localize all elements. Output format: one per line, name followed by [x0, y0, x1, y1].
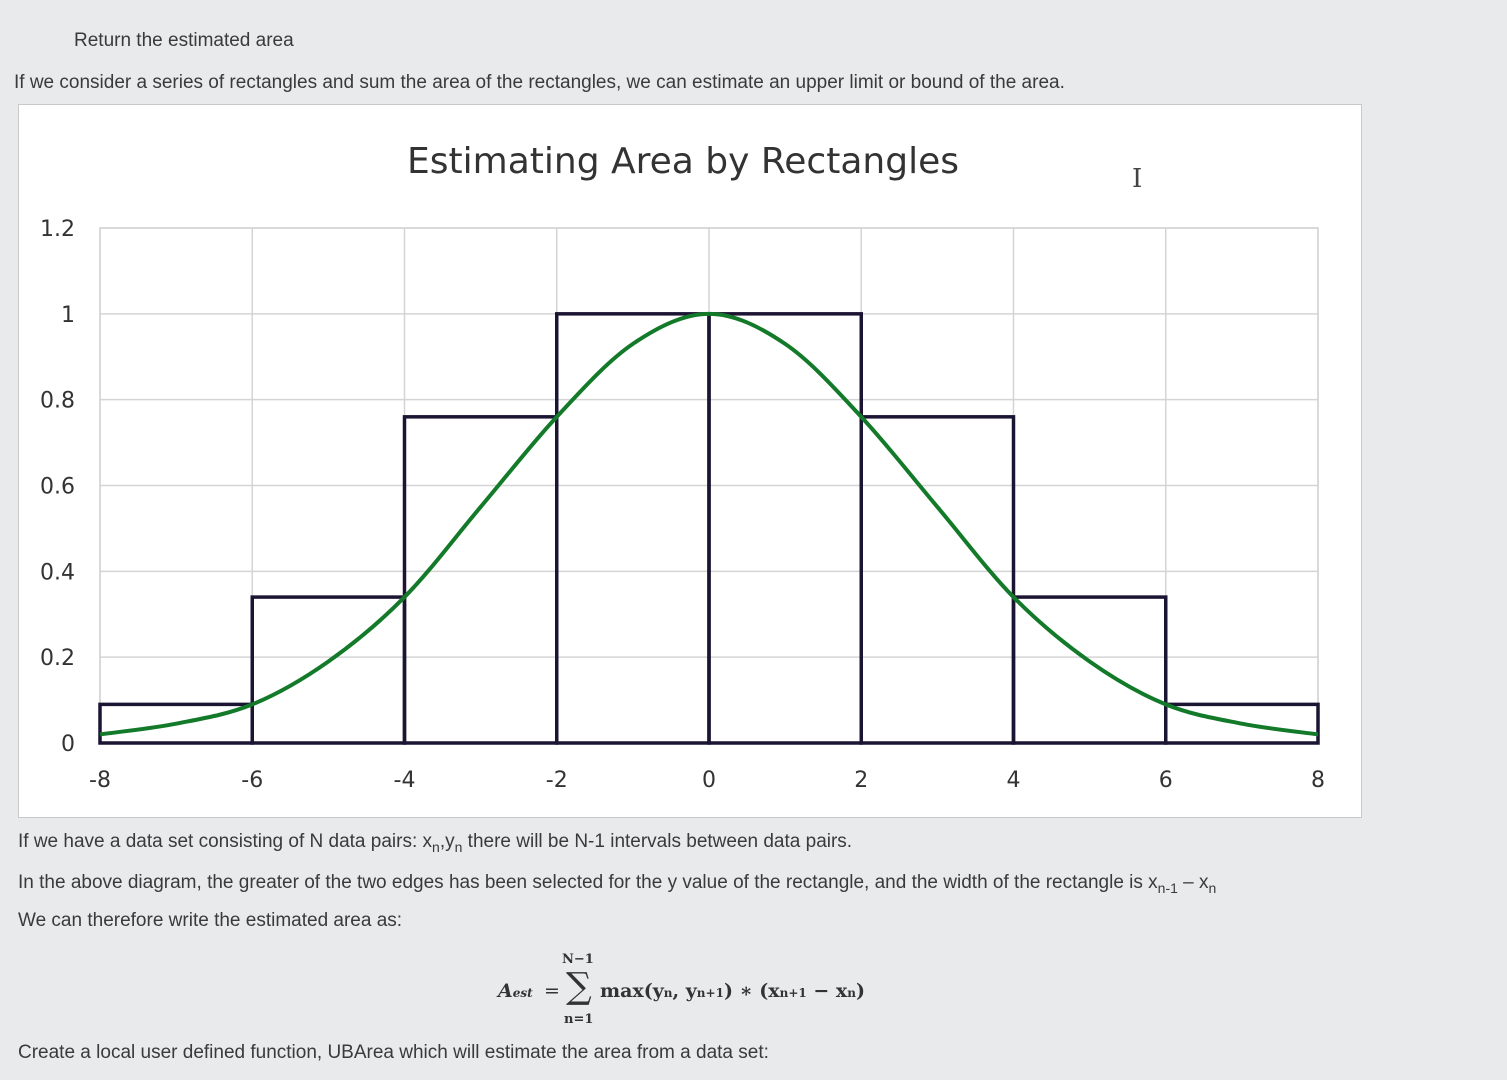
x-tick-label: 0: [702, 768, 716, 793]
estimate-rectangle: [1164, 702, 1320, 745]
formula-lhs: Aest: [498, 980, 533, 1002]
x-tick-label: -8: [89, 768, 111, 793]
estimate-rectangle: [555, 312, 711, 745]
x-tick-label: 8: [1311, 768, 1325, 793]
chart-title: Estimating Area by Rectangles: [407, 141, 959, 182]
tick-layer: -8 -6 -4 -2 0 2 4 6 8 0 0.2 0.4 0.6 0.8 1 1.2: [40, 217, 1325, 793]
section-heading: Return the estimated area: [74, 30, 294, 51]
gaussian-curve: [99, 311, 1319, 737]
sum-lower-limit: n=1: [564, 1012, 594, 1027]
y-tick-label: 0.2: [40, 646, 75, 671]
formula-body: max(yn, yn+1) ∗ (xn+1 − xn): [600, 980, 865, 1002]
y-tick-label: 0.4: [40, 560, 75, 585]
x-tick-label: -2: [546, 768, 568, 793]
y-tick-label: 1: [61, 303, 75, 328]
paragraph-data-pairs: If we have a data set consisting of N da…: [18, 831, 853, 855]
formula-equals: =: [544, 980, 560, 1002]
x-tick-label: -6: [241, 768, 263, 793]
paragraph-estimate: We can therefore write the estimated are…: [18, 910, 403, 931]
x-tick-label: 4: [1007, 768, 1021, 793]
sigma-symbol: ∑: [566, 966, 592, 1007]
intro-text: If we consider a series of rectangles an…: [14, 72, 1065, 93]
y-tick-label: 0.8: [40, 389, 75, 414]
rectangles-layer: [98, 312, 1320, 745]
curve-layer: [99, 311, 1319, 737]
paragraph-instruction: Create a local user defined function, UB…: [18, 1042, 769, 1063]
estimate-rectangle: [1011, 595, 1168, 745]
area-formula: N−1 Aest = ∑ max(yn, yn+1) ∗ (xn+1 − xn)…: [496, 952, 876, 1032]
estimate-rectangle: [707, 312, 863, 745]
y-tick-label: 0: [61, 732, 75, 757]
x-tick-label: 2: [854, 768, 868, 793]
area-chart: Estimating Area by Rectangles -8 -6 -4 -2 0 2…: [40, 141, 1325, 793]
y-tick-label: 1.2: [40, 217, 75, 242]
paragraph-rectangle-width: In the above diagram, the greater of the…: [18, 872, 1217, 896]
estimate-rectangle: [859, 415, 1016, 745]
y-tick-label: 0.6: [40, 475, 75, 500]
x-tick-label: -4: [394, 768, 416, 793]
x-tick-label: 6: [1159, 768, 1173, 793]
text-cursor-icon: I: [1132, 164, 1143, 194]
chart-frame: Estimating Area by Rectangles -8 -6 -4 -2 0 2…: [18, 104, 1362, 818]
estimate-rectangle: [402, 415, 559, 745]
sum-upper-limit: N−1: [562, 952, 594, 967]
